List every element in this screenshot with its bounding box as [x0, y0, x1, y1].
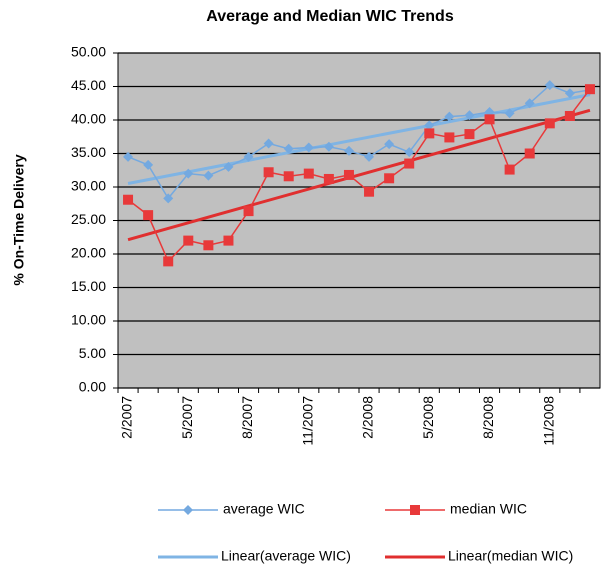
marker	[283, 143, 294, 154]
marker	[444, 132, 455, 143]
marker	[303, 142, 314, 153]
y-tick-label: 40.00	[71, 111, 106, 127]
x-tick-label: 5/2008	[420, 396, 436, 439]
marker	[323, 141, 334, 152]
marker	[183, 168, 194, 179]
marker	[163, 193, 174, 204]
y-tick-label: 50.00	[71, 44, 106, 60]
marker	[424, 120, 435, 131]
marker	[444, 111, 455, 122]
marker	[223, 161, 234, 172]
y-tick-label: 45.00	[71, 77, 106, 93]
marker	[404, 158, 415, 169]
marker	[243, 206, 254, 217]
marker	[263, 138, 274, 149]
x-tick-label: 11/2007	[299, 396, 315, 446]
marker	[323, 173, 334, 184]
marker	[564, 110, 575, 121]
marker	[504, 108, 515, 119]
marker	[564, 88, 575, 99]
marker	[123, 194, 134, 205]
marker	[143, 210, 154, 221]
marker	[584, 84, 595, 95]
x-tick-label: 5/2007	[179, 396, 195, 439]
y-tick-label: 20.00	[71, 245, 106, 261]
marker	[343, 169, 354, 180]
y-tick-label: 0.00	[79, 379, 106, 395]
y-axis-label: % On-Time Delivery	[11, 154, 27, 285]
legend-label: Linear(average WIC)	[221, 548, 351, 564]
chart-title: Average and Median WIC Trends	[206, 8, 454, 25]
y-tick-label: 15.00	[71, 278, 106, 294]
marker	[524, 148, 535, 159]
marker	[203, 170, 214, 181]
marker	[183, 235, 194, 246]
x-tick-label: 8/2007	[239, 396, 255, 439]
marker	[263, 167, 274, 178]
y-tick-label: 10.00	[71, 312, 106, 328]
trendline	[127, 108, 591, 242]
y-tick-label: 30.00	[71, 178, 106, 194]
marker	[203, 240, 214, 251]
marker	[243, 151, 254, 162]
legend-marker	[183, 505, 193, 515]
marker	[524, 98, 535, 109]
marker	[424, 128, 435, 139]
marker	[384, 139, 395, 150]
legend-label: median WIC	[450, 501, 527, 517]
x-tick-label: 2/2007	[119, 396, 135, 439]
marker	[283, 171, 294, 182]
marker	[404, 147, 415, 158]
y-tick-label: 35.00	[71, 144, 106, 160]
legend-marker	[410, 505, 420, 515]
marker	[223, 235, 234, 246]
marker	[384, 173, 395, 184]
marker	[544, 118, 555, 129]
trendline	[127, 93, 591, 185]
marker	[364, 151, 375, 162]
marker	[544, 80, 555, 91]
marker	[343, 145, 354, 156]
marker	[464, 110, 475, 121]
x-tick-label: 8/2008	[480, 396, 496, 439]
marker	[163, 256, 174, 267]
legend-label: Linear(median WIC)	[448, 548, 573, 564]
y-tick-label: 5.00	[79, 345, 106, 361]
y-tick-label: 25.00	[71, 211, 106, 227]
legend-label: average WIC	[223, 501, 305, 517]
marker	[484, 114, 495, 125]
marker	[464, 129, 475, 140]
x-tick-label: 2/2008	[360, 396, 376, 439]
marker	[364, 186, 375, 197]
marker	[504, 164, 515, 175]
marker	[143, 159, 154, 170]
marker	[123, 151, 134, 162]
x-tick-label: 11/2008	[540, 396, 556, 446]
marker	[303, 168, 314, 179]
